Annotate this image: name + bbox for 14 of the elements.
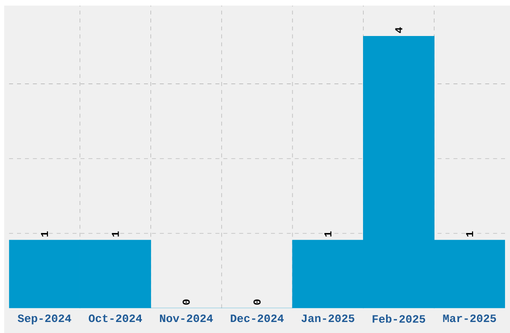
x-tick-label: Jan-2025 bbox=[301, 314, 354, 322]
x-tick-label: Oct-2024 bbox=[88, 314, 142, 322]
x-tick-label: Sep-2024 bbox=[18, 314, 72, 324]
x-tick-label: Feb-2025 bbox=[372, 314, 426, 323]
x-tick-label: Mar-2025 bbox=[443, 314, 496, 322]
data-label: 0 bbox=[253, 300, 261, 305]
x-tick-label: Dec-2024 bbox=[230, 314, 284, 322]
data-label: 0 bbox=[182, 300, 190, 305]
data-label: 4 bbox=[395, 27, 402, 33]
x-tick-label: Nov-2024 bbox=[160, 314, 213, 322]
data-label: 1 bbox=[41, 231, 48, 237]
data-label: 1 bbox=[324, 231, 332, 237]
data-label: 1 bbox=[112, 231, 119, 237]
data-label: 1 bbox=[466, 231, 474, 237]
